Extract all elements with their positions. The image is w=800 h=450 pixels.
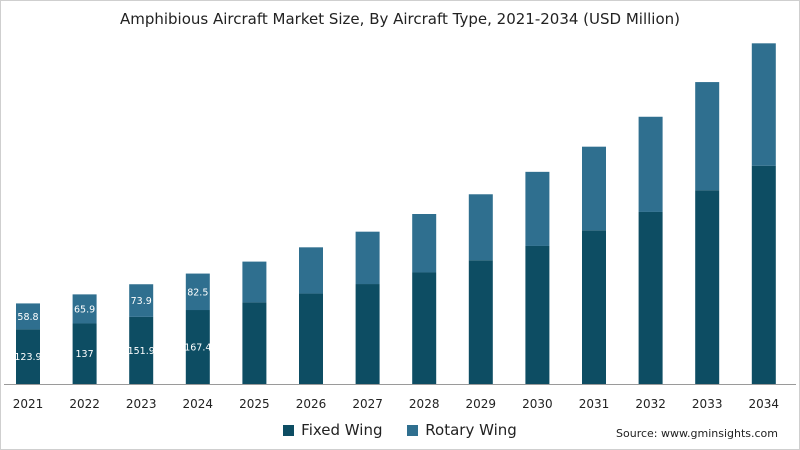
data-label-rotary-wing-2021: 58.8 — [17, 312, 38, 323]
legend-swatch-fixed-wing — [283, 424, 295, 436]
data-label-fixed-wing-2022: 137 — [76, 349, 94, 360]
bar-rotary-wing-2031 — [582, 146, 606, 231]
legend-item-rotary-wing: Rotary Wing — [407, 421, 517, 439]
bar-rotary-wing-2033 — [695, 82, 720, 191]
x-tick-label-2030: 2030 — [522, 397, 553, 411]
bar-rotary-wing-2027 — [355, 231, 380, 285]
bar-rotary-wing-2025 — [242, 261, 267, 303]
data-label-rotary-wing-2024: 82.5 — [187, 287, 208, 298]
x-tick-label-2025: 2025 — [239, 397, 270, 411]
bar-rotary-wing-2032 — [638, 116, 663, 212]
x-tick-label-2024: 2024 — [183, 397, 214, 411]
source-note: Source: www.gminsights.com — [616, 427, 778, 440]
legend-label-rotary-wing: Rotary Wing — [425, 421, 517, 439]
x-tick-label-2021: 2021 — [13, 397, 44, 411]
bar-fixed-wing-2027 — [355, 284, 380, 384]
bar-fixed-wing-2021 — [16, 329, 40, 384]
bar-rotary-wing-2023 — [129, 284, 154, 317]
bar-rotary-wing-2022 — [72, 294, 97, 324]
bar-fixed-wing-2033 — [695, 190, 720, 384]
x-tick-label-2029: 2029 — [466, 397, 497, 411]
bar-fixed-wing-2028 — [412, 272, 437, 384]
bar-fixed-wing-2032 — [638, 211, 663, 384]
bar-rotary-wing-2034 — [751, 43, 776, 166]
bar-fixed-wing-2030 — [525, 245, 550, 384]
bar-rotary-wing-2028 — [412, 214, 437, 273]
bar-rotary-wing-2026 — [299, 247, 323, 294]
bar-fixed-wing-2029 — [468, 260, 493, 384]
x-tick-label-2022: 2022 — [69, 397, 100, 411]
data-label-fixed-wing-2023: 151.9 — [128, 346, 155, 357]
bar-fixed-wing-2023 — [129, 316, 154, 384]
bar-fixed-wing-2022 — [72, 323, 97, 384]
bar-fixed-wing-2024 — [185, 310, 210, 384]
data-label-rotary-wing-2022: 65.9 — [74, 304, 95, 315]
legend-label-fixed-wing: Fixed Wing — [301, 421, 383, 439]
data-label-rotary-wing-2023: 73.9 — [131, 296, 152, 307]
chart-title: Amphibious Aircraft Market Size, By Airc… — [119, 10, 681, 28]
x-tick-label-2028: 2028 — [409, 397, 440, 411]
bar-fixed-wing-2031 — [582, 230, 606, 384]
x-tick-label-2026: 2026 — [296, 397, 327, 411]
data-label-fixed-wing-2024: 167.4 — [184, 343, 211, 354]
x-tick-label-2023: 2023 — [126, 397, 157, 411]
data-label-fixed-wing-2021: 123.9 — [14, 352, 41, 363]
x-tick-label-2027: 2027 — [352, 397, 383, 411]
x-tick-label-2032: 2032 — [635, 397, 666, 411]
x-tick-label-2034: 2034 — [749, 397, 780, 411]
bar-rotary-wing-2030 — [525, 171, 550, 246]
legend-swatch-rotary-wing — [407, 424, 419, 436]
bar-rotary-wing-2021 — [16, 303, 40, 330]
bar-fixed-wing-2026 — [299, 293, 323, 384]
bar-fixed-wing-2025 — [242, 302, 267, 384]
bar-rotary-wing-2029 — [468, 194, 493, 261]
x-tick-label-2031: 2031 — [579, 397, 610, 411]
legend-item-fixed-wing: Fixed Wing — [283, 421, 383, 439]
legend: Fixed Wing Rotary Wing — [0, 421, 800, 440]
x-tick-label-2033: 2033 — [692, 397, 723, 411]
bar-fixed-wing-2034 — [751, 165, 776, 384]
bar-rotary-wing-2024 — [185, 273, 210, 311]
